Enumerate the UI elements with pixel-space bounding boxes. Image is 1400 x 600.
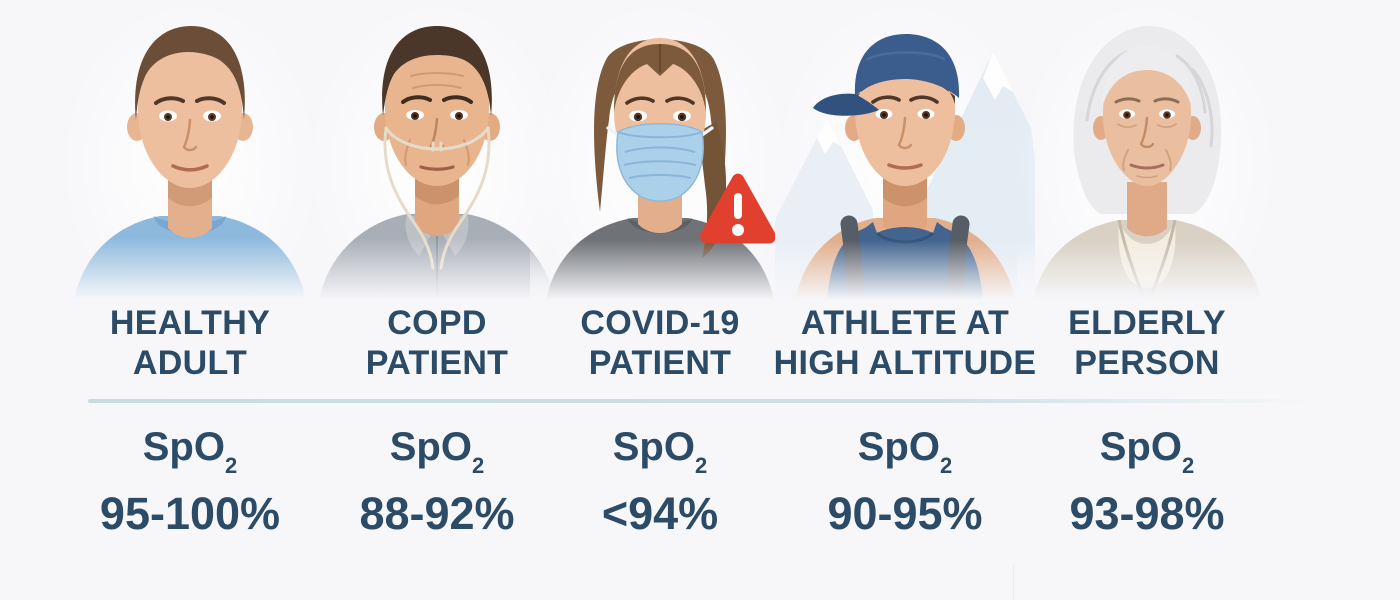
column-healthy-adult: HEALTHY ADULT SpO2 95-100% — [50, 0, 330, 600]
healthy-adult-spo2-value: 95-100% — [99, 488, 281, 539]
covid-patient-spo2: SpO2 <94% — [520, 424, 800, 539]
elderly-title: ELDERLY PERSON — [1068, 304, 1226, 382]
copd-patient-title: COPD PATIENT — [365, 304, 509, 382]
copd-patient-spo2-value: 88-92% — [359, 488, 515, 539]
column-athlete: ATHLETE AT HIGH ALTITUDE SpO2 90-95% — [765, 0, 1045, 600]
divider-line — [88, 399, 1315, 403]
column-separator-artifact — [1013, 565, 1014, 600]
warning-icon — [698, 170, 778, 252]
elderly-spo2: SpO2 93-98% — [1007, 424, 1287, 539]
copd-patient-spo2: SpO2 88-92% — [297, 424, 577, 539]
healthy-adult-spo2: SpO2 95-100% — [50, 424, 330, 539]
elderly-person-portrait — [1017, 0, 1277, 300]
covid-patient-portrait — [530, 0, 790, 300]
athlete-high-altitude-portrait — [775, 0, 1035, 300]
athlete-title: ATHLETE AT HIGH ALTITUDE — [773, 304, 1037, 382]
athlete-spo2-value: 90-95% — [827, 488, 983, 539]
healthy-adult-title: HEALTHY ADULT — [109, 304, 271, 382]
covid-patient-spo2-value: <94% — [601, 488, 719, 539]
column-copd-patient: COPD PATIENT SpO2 88-92% — [297, 0, 577, 600]
athlete-spo2: SpO2 90-95% — [765, 424, 1045, 539]
elderly-spo2-value: 93-98% — [1069, 488, 1225, 539]
column-covid-patient: COVID-19 PATIENT SpO2 <94% — [520, 0, 800, 600]
column-elderly: ELDERLY PERSON SpO2 93-98% — [1007, 0, 1287, 600]
copd-patient-portrait — [307, 0, 567, 300]
healthy-adult-portrait — [60, 0, 320, 300]
covid-patient-title: COVID-19 PATIENT — [580, 304, 740, 382]
